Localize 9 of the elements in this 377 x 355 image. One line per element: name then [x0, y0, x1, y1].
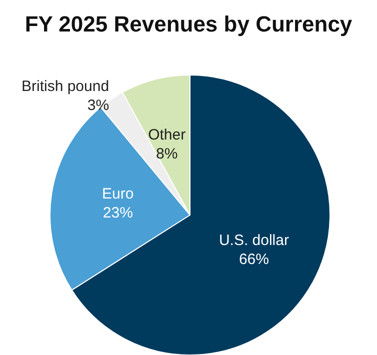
chart-title: FY 2025 Revenues by Currency	[24, 12, 353, 36]
data-label: 66%	[238, 251, 269, 268]
slice-label: Euro	[102, 186, 134, 203]
slice-label: British pound	[21, 78, 110, 95]
data-label: 3%	[87, 96, 110, 114]
data-label: 23%	[102, 204, 133, 222]
data-label: 8%	[156, 145, 178, 162]
slice-label: U.S. dollar	[218, 232, 289, 250]
slice-label: Other	[148, 126, 186, 144]
